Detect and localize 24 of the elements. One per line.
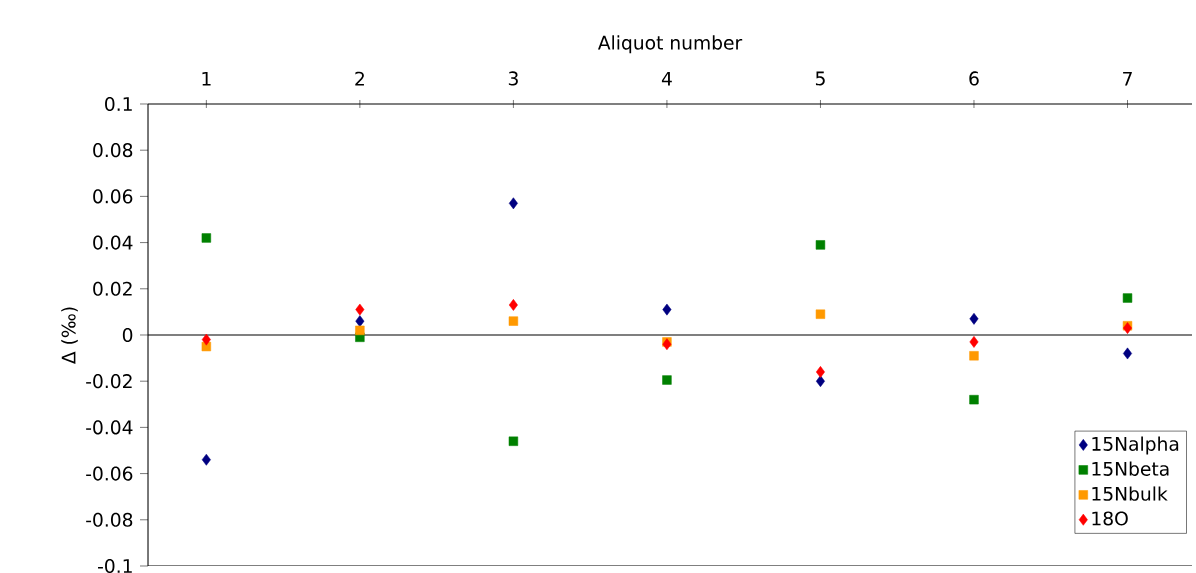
y-tick-label: 0.1 (105, 96, 132, 112)
x-tick-label: 4 (661, 71, 672, 86)
y-tick-label: -0.06 (86, 466, 133, 481)
y-tick-label: 0.08 (93, 143, 133, 158)
y-tick-label: -0.02 (86, 374, 132, 389)
y-tick-label: -0.08 (86, 512, 133, 527)
legend-label: 18O (1092, 511, 1128, 526)
x-tick-label: 2 (355, 71, 364, 86)
x-axis-title: Aliquot number (597, 35, 743, 54)
y-tick-label: 0 (122, 327, 133, 343)
x-tick-label: 5 (815, 71, 825, 86)
legend-label: 15Nbulk (1092, 486, 1168, 501)
y-tick-label: 0.02 (93, 281, 132, 296)
y-tick-label: 0.06 (93, 189, 133, 204)
x-tick-label: 7 (1123, 71, 1132, 86)
y-tick-label: -0.04 (86, 420, 133, 435)
x-tick-label: 3 (508, 71, 518, 86)
x-tick-label: 1 (202, 71, 211, 86)
legend-label: 15Nbeta (1092, 461, 1169, 476)
legend-label: 15Nalpha (1092, 436, 1179, 455)
x-tick-label: 6 (969, 71, 979, 86)
y-tick-label: -0.1 (98, 558, 132, 573)
y-axis-title: Δ (‰) (61, 307, 78, 364)
y-tick-label: 0.04 (93, 235, 133, 250)
